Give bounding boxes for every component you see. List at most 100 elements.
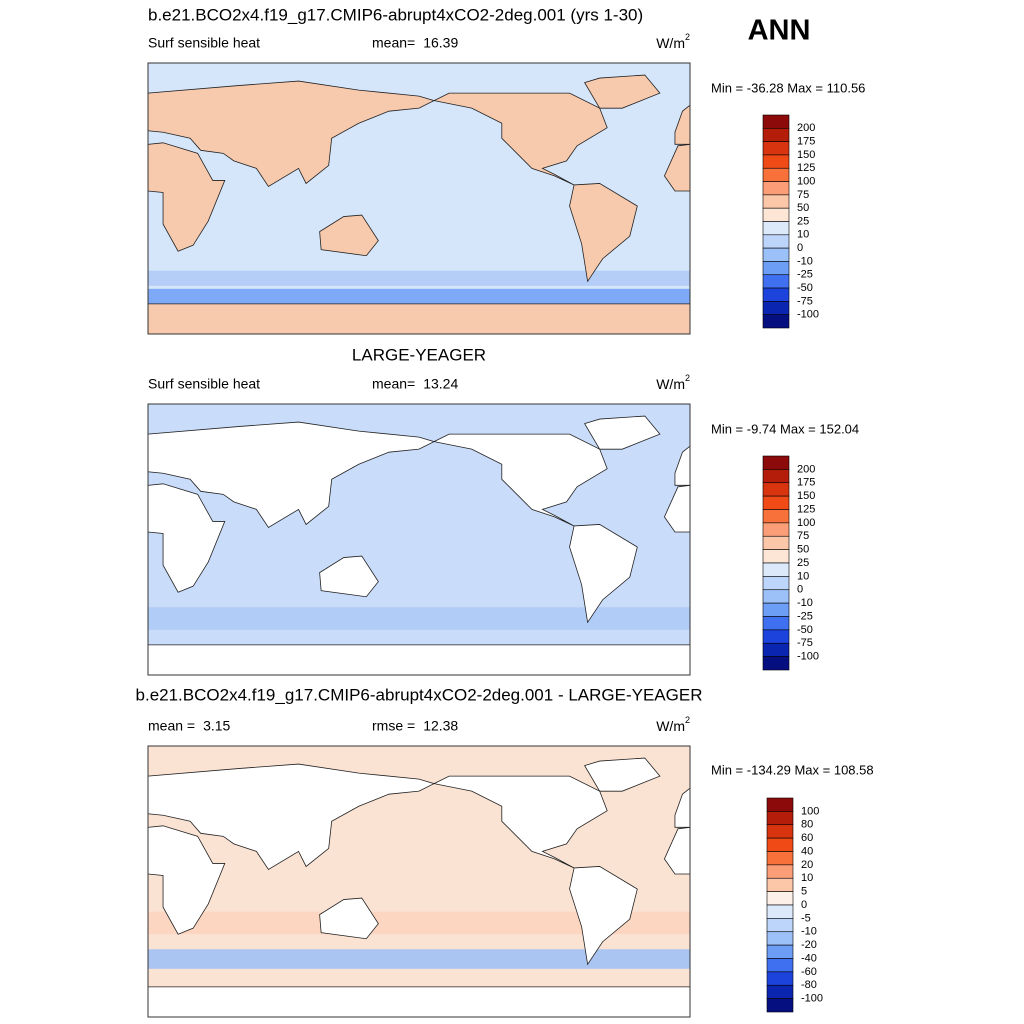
colorbar-box	[762, 114, 790, 129]
colorbar-label: 60	[801, 832, 813, 844]
colorbar-box	[762, 455, 790, 470]
colorbar-label: 125	[797, 162, 815, 174]
ocean-band	[148, 911, 690, 935]
ocean-band	[148, 288, 690, 304]
colorbar-box	[762, 261, 790, 276]
colorbar-label: 20	[801, 859, 813, 871]
colorbar-label: 10	[797, 229, 809, 241]
colorbar-label: -5	[801, 912, 811, 924]
colorbar-label: 5	[801, 886, 807, 898]
colorbar-box	[762, 642, 790, 657]
land	[674, 445, 691, 486]
land	[584, 74, 661, 109]
colorbar-label: 10	[797, 570, 809, 582]
colorbar-box	[762, 247, 790, 262]
stat-value: 3.15	[203, 718, 230, 734]
colorbar-box	[762, 495, 790, 510]
colorbar-box	[762, 629, 790, 644]
land	[319, 555, 379, 598]
colorbar-box	[766, 851, 794, 866]
colorbar-label: -100	[797, 309, 819, 321]
units-base: W/m	[656, 718, 685, 734]
colorbar-label: -60	[801, 966, 817, 978]
min-max: Min = -134.29 Max = 108.58	[711, 762, 874, 777]
colorbar-box	[762, 589, 790, 604]
land	[319, 897, 379, 940]
map	[147, 62, 691, 335]
colorbar-box	[766, 918, 794, 933]
variable-name: Surf sensible heat	[148, 376, 260, 392]
land	[584, 415, 661, 450]
colorbar-label: -100	[797, 651, 819, 663]
colorbar-box	[762, 194, 790, 209]
units-base: W/m	[656, 35, 685, 51]
colorbar-box	[762, 181, 790, 196]
land	[432, 433, 608, 527]
colorbar-box	[762, 167, 790, 182]
colorbar-label: 0	[797, 584, 803, 596]
colorbar-box	[766, 891, 794, 906]
colorbar-box	[766, 931, 794, 946]
map-frame	[147, 403, 691, 676]
colorbar-label: 200	[797, 463, 815, 475]
colorbar-box	[762, 274, 790, 289]
land	[569, 183, 638, 283]
units: W/m2	[656, 32, 690, 50]
colorbar-box	[766, 958, 794, 973]
stat-value: 16.39	[423, 35, 458, 51]
colorbar-box	[762, 221, 790, 236]
units-sup: 2	[685, 715, 690, 725]
colorbar-label: 50	[797, 202, 809, 214]
colorbar-box	[766, 971, 794, 986]
units: W/m2	[656, 373, 690, 391]
colorbar-box	[762, 469, 790, 484]
colorbar-label: -80	[801, 979, 817, 991]
ocean-band	[148, 270, 690, 286]
colorbar-label: 0	[797, 242, 803, 254]
colorbar-label: -75	[797, 637, 813, 649]
variable-name: Surf sensible heat	[148, 35, 260, 51]
colorbar-box	[762, 509, 790, 524]
figure-label: ANN	[748, 15, 811, 47]
stat-value: 12.38	[423, 718, 458, 734]
colorbar-box	[762, 154, 790, 169]
land	[319, 214, 379, 257]
colorbar-label: -50	[797, 624, 813, 636]
colorbar-box	[766, 837, 794, 852]
colorbar-box	[762, 549, 790, 564]
colorbar-box	[766, 824, 794, 839]
colorbar-box	[766, 797, 794, 812]
colorbar-box	[766, 811, 794, 826]
stat-label: mean =	[148, 718, 195, 734]
colorbar-label: -75	[797, 295, 813, 307]
colorbar-label: 0	[801, 899, 807, 911]
land	[147, 142, 226, 252]
stat-label: mean=	[372, 35, 415, 51]
colorbar-box	[762, 576, 790, 591]
colorbar-label: 80	[801, 819, 813, 831]
colorbar-label: -10	[797, 255, 813, 267]
land	[432, 92, 608, 186]
colorbar-label: -10	[801, 926, 817, 938]
map-frame	[147, 745, 691, 1018]
land	[147, 825, 226, 935]
colorbar-label: 100	[801, 805, 819, 817]
colorbar-label: 40	[801, 845, 813, 857]
land	[147, 763, 436, 870]
panel-title: b.e21.BCO2x4.f19_g17.CMIP6-abrupt4xCO2-2…	[148, 5, 643, 24]
panel-title: b.e21.BCO2x4.f19_g17.CMIP6-abrupt4xCO2-2…	[136, 685, 703, 704]
colorbar-box	[762, 535, 790, 550]
land	[569, 524, 638, 624]
land	[147, 421, 436, 528]
colorbar-label: 100	[797, 175, 815, 187]
units-sup: 2	[685, 32, 690, 42]
colorbar-box	[762, 128, 790, 142]
colorbar-box	[762, 287, 790, 302]
colorbar-box	[766, 984, 794, 999]
colorbar-label: 175	[797, 136, 815, 148]
colorbar-label: 200	[797, 122, 815, 134]
colorbar-label: 75	[797, 189, 809, 201]
stat-value: 13.24	[423, 376, 458, 392]
land	[584, 757, 661, 792]
colorbar-box	[762, 234, 790, 249]
